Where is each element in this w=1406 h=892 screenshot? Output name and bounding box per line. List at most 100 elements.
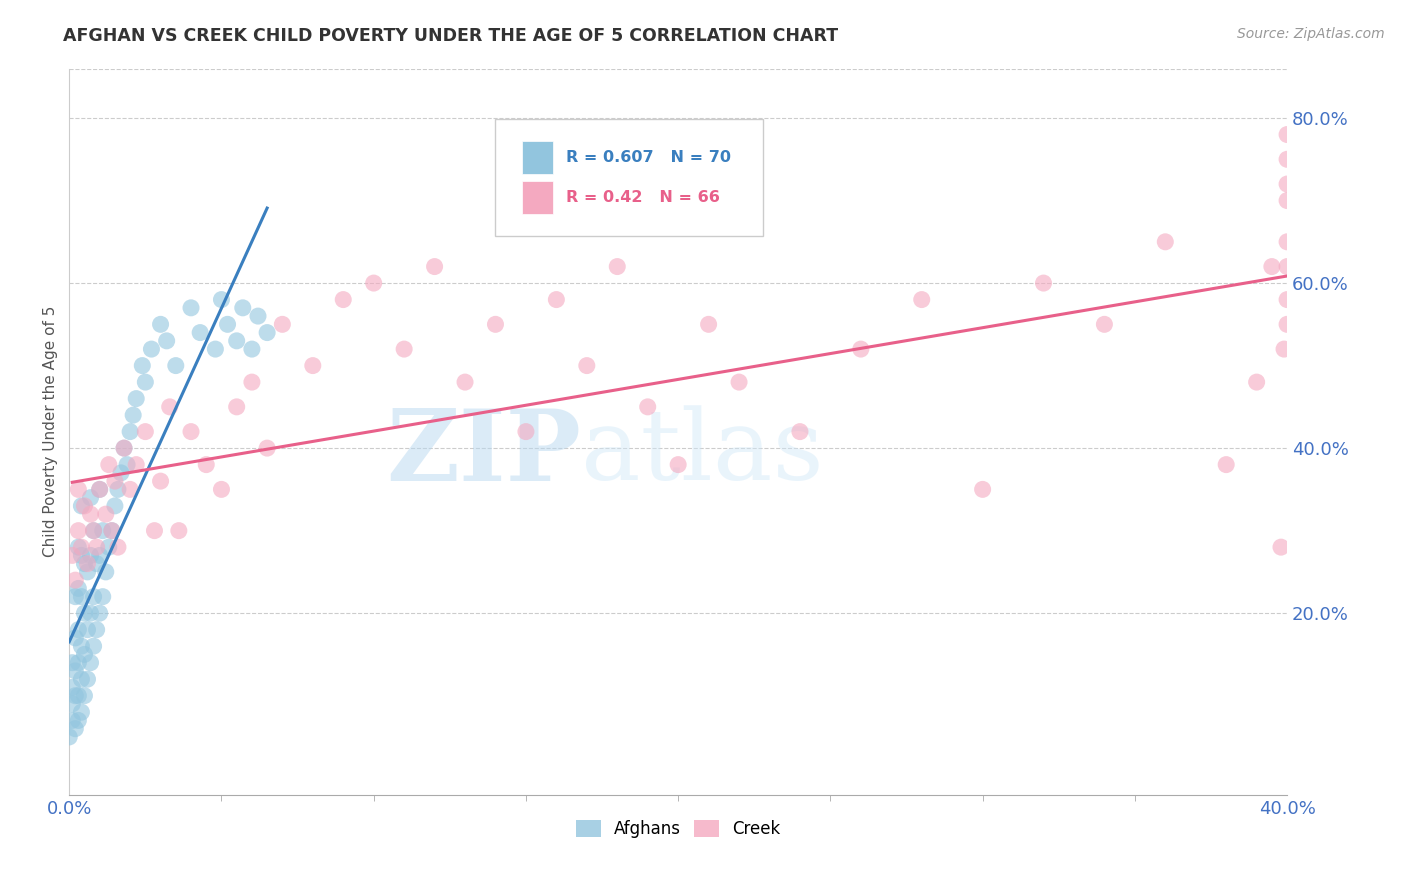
Text: atlas: atlas (581, 406, 824, 501)
Point (1275, 260, 1298, 274)
Point (97, 458, 120, 472)
Point (67, 656, 90, 670)
Point (225, 334, 247, 348)
Point (60, 714, 83, 728)
Point (91, 590, 114, 604)
Point (60, 549, 83, 563)
Point (76, 672, 98, 686)
Point (70, 705, 93, 719)
Point (697, 318, 720, 332)
Point (256, 326, 278, 340)
Point (1275, 177, 1298, 191)
Point (86, 540, 108, 554)
Point (79, 606, 101, 620)
Point (1246, 375, 1268, 389)
Point (301, 359, 323, 373)
Point (60, 656, 83, 670)
Point (789, 425, 811, 439)
Point (1092, 318, 1115, 332)
Point (972, 483, 994, 497)
Point (1275, 235, 1298, 249)
Point (104, 499, 127, 513)
Point (1270, 540, 1292, 554)
Point (211, 483, 233, 497)
Point (79, 507, 101, 521)
Point (225, 400, 247, 414)
Point (67, 483, 90, 497)
Point (180, 425, 202, 439)
Point (1215, 458, 1237, 472)
Point (101, 524, 124, 538)
Point (134, 375, 156, 389)
Point (65, 631, 87, 645)
Point (423, 260, 446, 274)
Point (79, 656, 101, 670)
Point (67, 623, 90, 637)
Point (83, 524, 105, 538)
Point (65, 664, 87, 678)
Point (70, 590, 93, 604)
Point (60, 681, 83, 695)
Point (240, 375, 263, 389)
Point (73, 689, 96, 703)
Text: AFGHAN VS CREEK CHILD POVERTY UNDER THE AGE OF 5 CORRELATION CHART: AFGHAN VS CREEK CHILD POVERTY UNDER THE … (63, 27, 838, 45)
Point (73, 648, 96, 662)
Point (141, 342, 163, 356)
Point (94, 565, 117, 579)
Point (606, 260, 628, 274)
Point (188, 326, 211, 340)
Point (76, 565, 98, 579)
Text: ZIP: ZIP (385, 405, 581, 502)
Point (107, 540, 129, 554)
Point (1275, 128, 1298, 142)
Point (143, 524, 166, 538)
Point (217, 318, 239, 332)
Point (115, 458, 138, 472)
Point (1275, 153, 1298, 167)
Point (120, 425, 142, 439)
Point (167, 524, 190, 538)
Point (107, 483, 129, 497)
Point (67, 540, 90, 554)
Point (131, 359, 153, 373)
Point (86, 623, 108, 637)
Point (89, 483, 111, 497)
Point (125, 392, 148, 406)
Point (1154, 235, 1177, 249)
Point (849, 342, 872, 356)
Point (89, 483, 111, 497)
Point (332, 293, 354, 307)
Point (101, 524, 124, 538)
Point (363, 276, 385, 290)
Point (86, 557, 108, 571)
Point (110, 466, 132, 480)
Point (515, 425, 537, 439)
Point (70, 540, 93, 554)
Point (911, 293, 934, 307)
Point (89, 606, 111, 620)
Point (94, 507, 117, 521)
Point (67, 582, 90, 596)
Bar (522, 141, 553, 174)
Point (67, 524, 90, 538)
Point (1275, 293, 1298, 307)
Point (1261, 260, 1284, 274)
Text: R = 0.42   N = 66: R = 0.42 N = 66 (567, 190, 720, 205)
Point (79, 491, 101, 505)
Point (149, 474, 172, 488)
Point (1272, 342, 1295, 356)
Point (484, 318, 506, 332)
Legend: Afghans, Creek: Afghans, Creek (569, 813, 787, 845)
Point (112, 441, 135, 455)
Point (89, 549, 111, 563)
Point (165, 359, 187, 373)
Point (120, 483, 142, 497)
Point (159, 400, 181, 414)
Point (454, 375, 477, 389)
Point (83, 590, 105, 604)
Point (728, 375, 751, 389)
Point (70, 549, 93, 563)
Point (211, 293, 233, 307)
Point (67, 714, 90, 728)
Point (73, 606, 96, 620)
